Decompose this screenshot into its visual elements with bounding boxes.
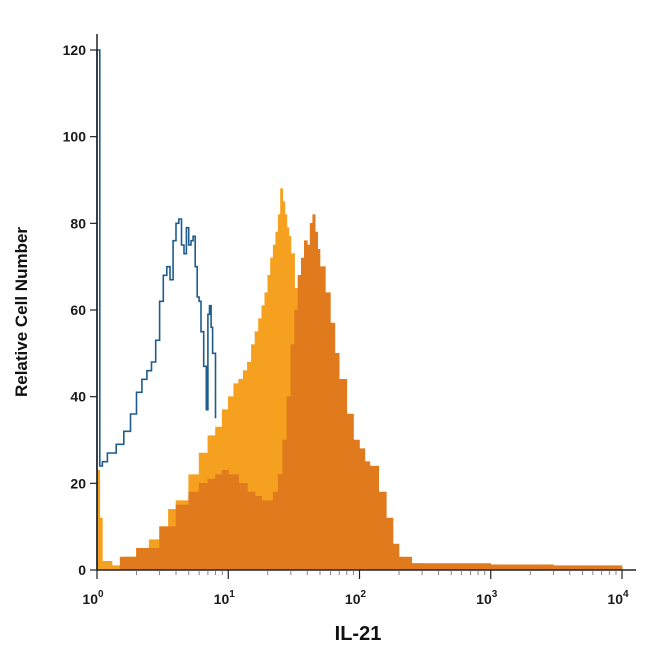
y-tick-label: 60 — [70, 302, 86, 318]
x-tick-label: 104 — [607, 589, 629, 607]
x-tick-label: 102 — [345, 589, 367, 607]
y-tick-label: 120 — [63, 42, 87, 58]
x-tick-label: 101 — [214, 589, 236, 607]
x-axis-label: IL-21 — [335, 623, 382, 645]
y-tick-label: 80 — [70, 215, 86, 231]
y-axis-label: Relative Cell Number — [12, 227, 31, 397]
y-tick-label: 40 — [70, 389, 86, 405]
x-tick-label: 100 — [82, 589, 104, 607]
series-2-histogram — [97, 214, 623, 571]
y-tick-label: 100 — [63, 129, 87, 145]
axis-layer: 0 20 40 60 80 100 120 100 101 102 103 104 — [63, 34, 636, 607]
series-0-histogram — [96, 49, 217, 570]
y-tick-label: 0 — [78, 562, 86, 578]
x-tick-label: 103 — [476, 589, 498, 607]
series-layer — [96, 49, 623, 571]
y-tick-label: 20 — [70, 475, 86, 491]
